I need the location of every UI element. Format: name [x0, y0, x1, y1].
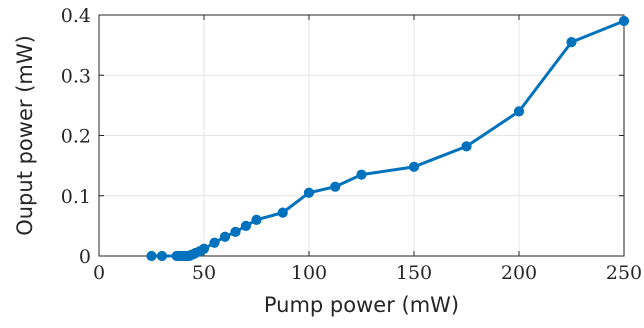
data-point-26 — [566, 37, 577, 48]
x-axis-ticks: 0 50 100 150 200 250 — [93, 15, 642, 284]
data-series — [146, 15, 630, 262]
y-tick-label-3: 0.3 — [61, 65, 91, 87]
data-point-13 — [198, 243, 210, 254]
data-point-22 — [356, 169, 367, 180]
data-point-24 — [461, 141, 472, 152]
data-point-16 — [230, 226, 241, 237]
series-line-0 — [151, 19, 625, 258]
x-axis-label: Pump power (mW) — [264, 293, 459, 317]
y-axis-label: Ouput power (mW) — [13, 35, 37, 236]
data-point-0 — [146, 250, 157, 262]
data-point-19 — [277, 207, 288, 218]
data-point-14 — [209, 237, 220, 248]
x-tick-label-2: 100 — [291, 262, 327, 284]
data-point-23 — [408, 161, 420, 172]
data-point-15 — [219, 231, 231, 242]
data-point-1 — [156, 250, 168, 262]
y-tick-label-1: 0.1 — [61, 186, 91, 208]
x-tick-label-1: 50 — [192, 262, 216, 284]
y-axis-ticks: 0 0.1 0.2 0.3 0.4 — [61, 5, 624, 268]
y-tick-label-0: 0 — [79, 246, 91, 268]
data-point-18 — [251, 214, 262, 225]
x-tick-label-5: 250 — [606, 262, 642, 284]
data-point-25 — [513, 106, 525, 117]
data-point-27 — [618, 15, 630, 27]
data-point-20 — [303, 187, 315, 198]
data-point-17 — [240, 220, 252, 231]
x-tick-label-4: 200 — [501, 262, 537, 284]
x-tick-label-0: 0 — [93, 262, 105, 284]
y-tick-label-4: 0.4 — [61, 5, 91, 27]
grid-lines — [98, 14, 625, 257]
x-tick-label-3: 150 — [396, 262, 432, 284]
data-point-21 — [330, 181, 341, 192]
y-tick-label-2: 0.2 — [61, 126, 91, 148]
